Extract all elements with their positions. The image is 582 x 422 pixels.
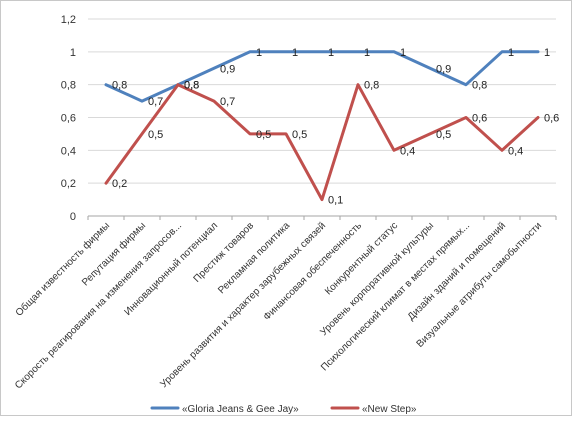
category-label: Визуальные атрибуты самобытности [414,220,544,350]
series-line [104,83,540,202]
data-label: 1 [256,47,262,59]
y-tick-label: 0 [70,211,76,223]
y-tick-label: 1,2 [61,14,76,26]
y-tick-label: 0,2 [61,178,76,190]
data-label: 0,4 [508,145,523,157]
data-label: 0,8 [472,80,487,92]
category-label: Рекламная политика [216,220,292,296]
data-label: 0,8 [112,80,127,92]
y-tick-label: 0,4 [61,145,76,157]
data-label: 0,4 [400,145,415,157]
data-label: 1 [508,47,514,59]
data-label: 0,5 [292,129,307,141]
data-label: 0,7 [220,96,235,108]
legend-label: «New Step» [362,404,417,415]
data-label: 0,7 [148,96,163,108]
legend: «Gloria Jeans & Gee Jay» «New Step» [150,404,417,415]
data-label: 0,6 [472,113,487,125]
data-label: 1 [364,47,370,59]
y-tick-label: 0,8 [61,80,76,92]
data-label: 1 [400,47,406,59]
data-label: 0,8 [184,80,199,92]
axes [87,215,557,220]
chart-frame [0,0,572,416]
data-label: 0,5 [256,129,271,141]
category-label: Репутация фирмы [79,220,148,289]
data-label: 0,6 [544,113,559,125]
data-label: 1 [328,47,334,59]
data-label: 0,2 [112,178,127,190]
y-tick-label: 0,6 [61,113,76,125]
data-label: 1 [544,47,550,59]
series-lines [104,50,540,202]
data-label: 0,9 [220,63,235,75]
y-tick-label: 1 [70,47,76,59]
data-label: 0,5 [436,129,451,141]
data-labels: 0,8 0,7 0,8 0,9 1 1 1 1 1 0,9 0,8 1 1 0,2 0,5 0,8 0,7 0,5… [112,47,559,207]
category-label: Уровень развития и характер зарубежных с… [158,220,329,391]
data-label: 0,8 [184,80,199,92]
data-label: 0,8 [364,80,379,92]
data-label: 1 [292,47,298,59]
data-label: 0,1 [328,195,343,207]
legend-label: «Gloria Jeans & Gee Jay» [182,404,299,415]
data-label: 0,5 [148,129,163,141]
category-label: Скорость реагирования на изменения запро… [13,220,184,391]
y-axis-ticks: 0 0,2 0,4 0,6 0,8 1 1,2 [61,14,76,223]
data-label: 0,9 [436,63,451,75]
